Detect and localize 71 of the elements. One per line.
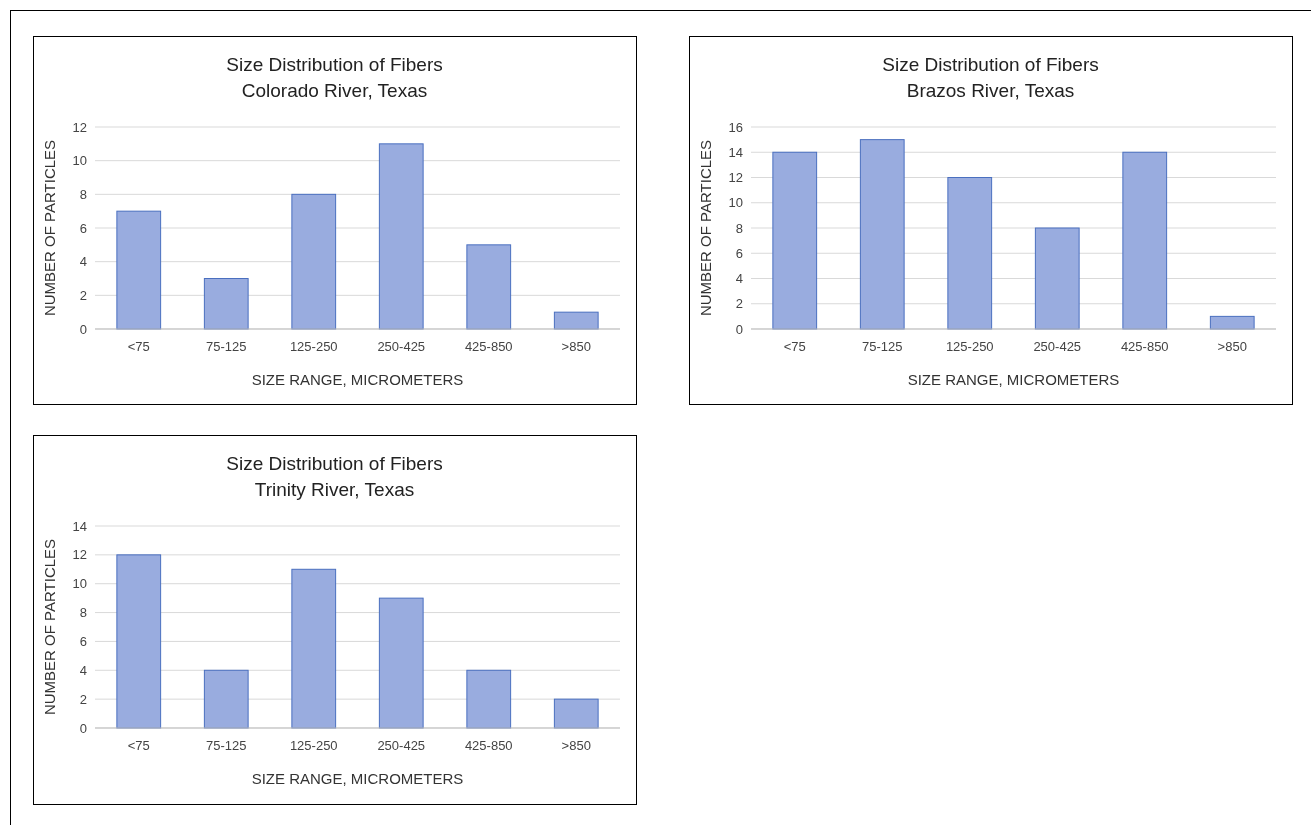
y-tick-label: 4 [79,254,87,270]
bar [116,554,162,729]
y-tick-label: 2 [735,296,743,312]
y-tick-label: 12 [728,170,743,186]
y-tick-label: 6 [79,633,87,649]
bar [291,568,337,729]
y-tick-label: 4 [735,271,743,287]
bar [772,151,818,330]
y-tick-label: 0 [79,720,87,736]
y-tick-label: 0 [735,321,743,337]
y-tick-label: 8 [79,186,87,202]
y-tick-label: 8 [735,220,743,236]
x-tick-label: 425-850 [1120,339,1169,354]
x-tick-label: 125-250 [945,339,994,354]
x-axis-title: SIZE RANGE, MICROMETERS [907,371,1120,388]
x-tick-label: <75 [783,339,806,354]
y-axis-title: NUMBER OF PARTICLES [41,139,58,317]
bar [947,177,993,330]
y-tick-label: 8 [79,605,87,621]
bar [553,311,599,330]
y-tick-label: 10 [728,195,743,211]
bar [378,597,424,729]
y-axis-title: NUMBER OF PARTICLES [697,139,714,317]
y-tick-label: 14 [728,144,743,160]
y-tick-label: 2 [79,691,87,707]
x-tick-label: 250-425 [377,339,426,354]
x-tick-label: <75 [127,738,150,753]
chart-subtitle: Brazos River, Texas [906,80,1075,101]
x-tick-label: 425-850 [464,339,513,354]
bar [203,669,249,729]
y-tick-label: 6 [79,220,87,236]
bar [553,698,599,729]
y-tick-label: 12 [72,119,87,135]
x-tick-label: >850 [561,738,591,753]
bar [378,143,424,330]
bar [291,193,337,330]
y-tick-label: 10 [72,153,87,169]
bar [859,139,905,330]
x-tick-label: <75 [127,339,150,354]
bar [116,210,162,330]
x-tick-label: >850 [1217,339,1247,354]
chart-subtitle: Colorado River, Texas [241,80,428,101]
x-tick-label: 75-125 [862,339,903,354]
x-tick-label: 125-250 [289,339,338,354]
y-tick-label: 12 [72,547,87,563]
chart-title: Size Distribution of Fibers [882,54,1099,75]
y-tick-label: 0 [79,321,87,337]
x-tick-label: 75-125 [206,339,247,354]
bar [466,669,512,729]
bar [1122,151,1168,330]
y-tick-label: 10 [72,576,87,592]
x-tick-label: 75-125 [206,738,247,753]
y-tick-label: 16 [728,119,743,135]
chart-title: Size Distribution of Fibers [226,54,443,75]
x-tick-label: 125-250 [289,738,338,753]
y-tick-label: 4 [79,662,87,678]
chart-title: Size Distribution of Fibers [226,453,443,474]
y-tick-label: 2 [79,287,87,303]
y-tick-label: 6 [735,245,743,261]
x-axis-title: SIZE RANGE, MICROMETERS [251,371,464,388]
bar [1034,227,1080,330]
x-axis-title: SIZE RANGE, MICROMETERS [251,770,464,787]
y-axis-title: NUMBER OF PARTICLES [41,538,58,716]
y-tick-label: 14 [72,518,87,534]
chart-subtitle: Trinity River, Texas [254,479,415,500]
x-tick-label: >850 [561,339,591,354]
x-tick-label: 425-850 [464,738,513,753]
bar [203,278,249,330]
x-tick-label: 250-425 [1033,339,1082,354]
bar [466,244,512,330]
x-tick-label: 250-425 [377,738,426,753]
